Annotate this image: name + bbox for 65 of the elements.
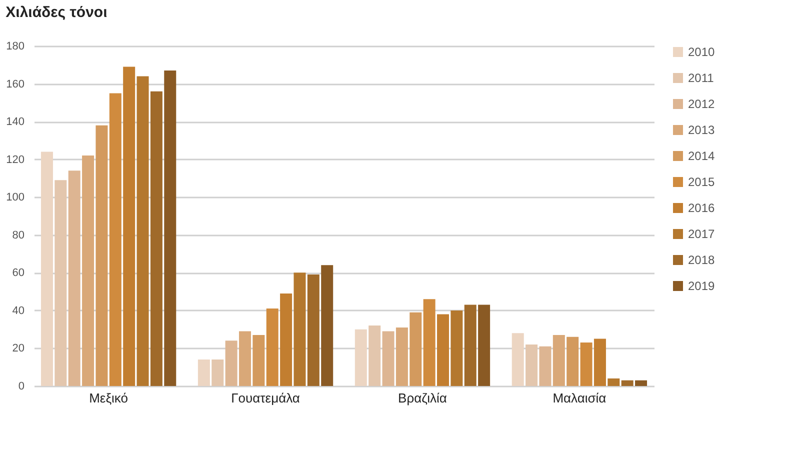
bar bbox=[608, 378, 620, 386]
bar bbox=[566, 336, 579, 386]
y-tick-label: 60 bbox=[12, 267, 24, 280]
bar bbox=[464, 304, 476, 386]
bar bbox=[238, 331, 251, 386]
bar bbox=[164, 70, 176, 386]
bar bbox=[266, 308, 278, 386]
bar bbox=[410, 312, 422, 386]
bar bbox=[354, 329, 367, 386]
bar bbox=[212, 360, 224, 386]
y-tick-label: 180 bbox=[6, 40, 24, 52]
y-tick-label: 160 bbox=[6, 78, 24, 90]
y-tick-label: 20 bbox=[12, 342, 24, 355]
bar bbox=[123, 66, 136, 386]
legend-label: 2019 bbox=[688, 279, 716, 293]
bar bbox=[552, 335, 565, 386]
bar bbox=[82, 156, 94, 386]
legend-label: 2010 bbox=[688, 45, 716, 59]
bar bbox=[280, 293, 292, 386]
legend-label: 2017 bbox=[688, 227, 716, 241]
bar bbox=[368, 326, 381, 386]
legend-label: 2015 bbox=[688, 175, 716, 189]
legend-label: 2014 bbox=[688, 149, 716, 163]
y-tick-label: 140 bbox=[6, 116, 24, 128]
bar bbox=[252, 335, 265, 386]
bar bbox=[68, 170, 80, 386]
legend-label: 2011 bbox=[688, 71, 714, 85]
bar bbox=[294, 272, 306, 386]
x-tick-label: Μεξικό bbox=[89, 390, 128, 406]
bar bbox=[150, 91, 162, 386]
bar bbox=[635, 380, 648, 386]
bar bbox=[40, 152, 53, 386]
y-axis-title: Χιλιάδες τόνοι bbox=[6, 4, 108, 21]
x-tick-label: Βραζιλία bbox=[398, 390, 448, 406]
bar bbox=[526, 344, 538, 386]
legend-label: 2013 bbox=[688, 123, 716, 137]
bar bbox=[382, 331, 394, 386]
bar bbox=[437, 314, 450, 386]
bar bbox=[539, 346, 552, 386]
bar bbox=[512, 333, 524, 386]
y-tick-label: 100 bbox=[6, 192, 24, 204]
x-tick-label: Γουατεμάλα bbox=[231, 390, 300, 406]
bar bbox=[396, 327, 408, 386]
bar bbox=[96, 125, 108, 386]
y-tick-label: 0 bbox=[18, 380, 24, 392]
bar bbox=[594, 338, 606, 386]
y-tick-label: 120 bbox=[6, 154, 24, 166]
legend-label: 2018 bbox=[688, 253, 716, 267]
bar bbox=[450, 310, 463, 386]
bar bbox=[621, 380, 634, 386]
bar bbox=[225, 340, 238, 386]
bar bbox=[198, 360, 210, 386]
bar bbox=[307, 274, 320, 386]
bar bbox=[478, 304, 490, 386]
legend-label: 2012 bbox=[688, 97, 716, 111]
bar bbox=[54, 180, 67, 386]
y-tick-label: 40 bbox=[12, 304, 24, 317]
bar bbox=[580, 342, 592, 386]
legend-label: 2016 bbox=[688, 201, 716, 215]
bar bbox=[109, 93, 122, 386]
bar bbox=[423, 299, 436, 386]
x-tick-label: Μαλαισία bbox=[552, 390, 607, 406]
bar bbox=[321, 265, 334, 386]
y-tick-label: 80 bbox=[12, 229, 24, 242]
bar bbox=[136, 76, 149, 386]
